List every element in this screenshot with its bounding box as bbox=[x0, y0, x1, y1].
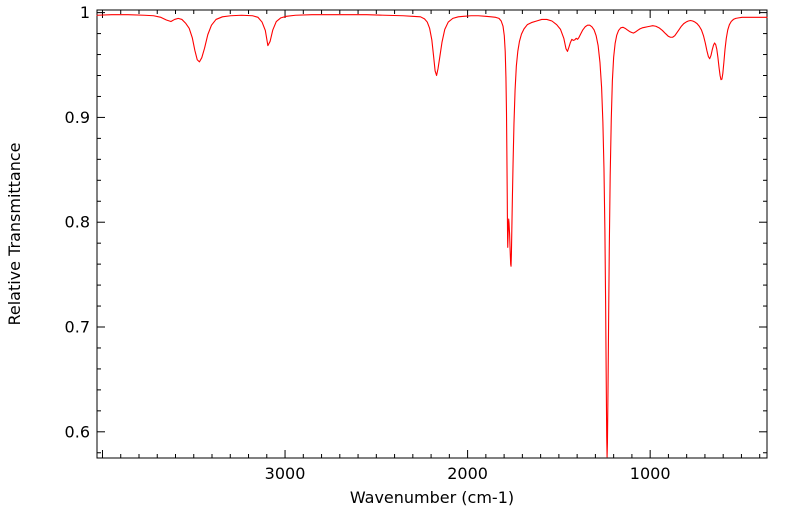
y-axis-tick-label: 0.9 bbox=[65, 108, 90, 127]
x-axis-title: Wavenumber (cm-1) bbox=[350, 488, 514, 507]
spectrum-line bbox=[96, 14, 768, 458]
plot-border bbox=[96, 9, 768, 459]
axis-tick-labels: 1000 2000 3000 0.6 0.7 0.8 0.9 1 bbox=[65, 3, 671, 483]
y-axis-title: Relative Transmittance bbox=[5, 142, 24, 325]
x-axis-tick-label: 1000 bbox=[630, 464, 671, 483]
y-axis-tick-label: 0.7 bbox=[65, 318, 90, 337]
y-axis-tick-label: 0.8 bbox=[65, 213, 90, 232]
axis-ticks bbox=[97, 10, 767, 458]
y-axis-tick-label: 1 bbox=[80, 3, 90, 22]
x-axis-tick-label: 3000 bbox=[265, 464, 306, 483]
y-axis-tick-label: 0.6 bbox=[65, 422, 90, 441]
x-axis-tick-label: 2000 bbox=[447, 464, 488, 483]
